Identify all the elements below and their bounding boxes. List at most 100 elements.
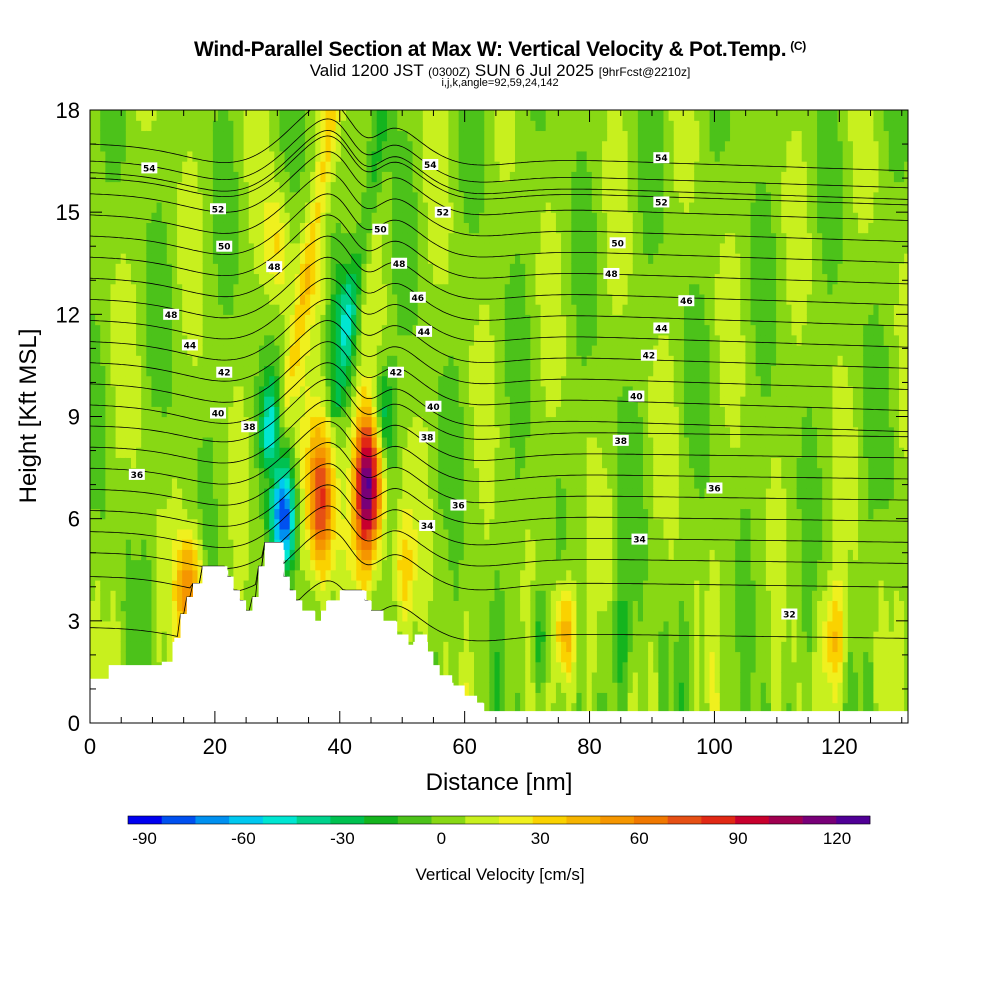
- velocity-cell: [525, 447, 531, 458]
- velocity-cell: [561, 416, 567, 428]
- velocity-cell: [520, 651, 526, 663]
- velocity-cell: [407, 242, 414, 254]
- velocity-cell: [95, 232, 101, 244]
- velocity-cell: [120, 508, 127, 520]
- velocity-cell: [504, 559, 511, 571]
- velocity-cell: [207, 375, 214, 387]
- velocity-cell: [320, 171, 327, 183]
- velocity-cell: [228, 253, 234, 264]
- velocity-cell: [228, 191, 234, 203]
- velocity-cell: [320, 508, 327, 520]
- velocity-cell: [499, 140, 506, 152]
- velocity-cell: [294, 569, 301, 581]
- velocity-cell: [499, 426, 506, 438]
- velocity-cell: [90, 600, 96, 612]
- velocity-cell: [90, 477, 96, 489]
- velocity-cell: [289, 579, 296, 591]
- velocity-cell: [202, 539, 209, 550]
- velocity-cell: [458, 528, 465, 540]
- velocity-cell: [330, 508, 337, 520]
- velocity-cell: [504, 467, 511, 479]
- velocity-cell: [438, 181, 444, 193]
- velocity-cell: [294, 436, 301, 448]
- velocity-cell: [197, 396, 204, 407]
- velocity-cell: [468, 385, 475, 397]
- velocity-cell: [248, 467, 255, 479]
- velocity-cell: [566, 467, 572, 479]
- velocity-cell: [412, 120, 419, 132]
- velocity-cell: [494, 181, 501, 193]
- velocity-cell: [330, 283, 337, 295]
- velocity-cell: [392, 150, 398, 162]
- velocity-cell: [284, 273, 291, 285]
- velocity-cell: [571, 569, 578, 581]
- velocity-cell: [561, 283, 567, 295]
- velocity-cell: [146, 549, 153, 561]
- velocity-cell: [253, 161, 260, 172]
- velocity-cell: [525, 488, 531, 499]
- velocity-cell: [130, 201, 137, 213]
- velocity-cell: [146, 110, 153, 121]
- velocity-cell: [258, 171, 265, 183]
- velocity-cell: [90, 314, 96, 326]
- velocity-cell: [392, 508, 398, 520]
- velocity-cell: [202, 222, 209, 234]
- velocity-cell: [571, 620, 578, 632]
- velocity-cell: [371, 253, 378, 264]
- velocity-cell: [151, 549, 158, 561]
- velocity-cell: [330, 436, 337, 448]
- velocity-cell: [555, 191, 562, 203]
- velocity-cell: [366, 140, 373, 152]
- velocity-cell: [335, 590, 342, 601]
- velocity-cell: [340, 232, 347, 244]
- velocity-cell: [474, 355, 480, 367]
- velocity-cell: [105, 549, 112, 561]
- velocity-cell: [468, 559, 475, 571]
- velocity-cell: [264, 426, 270, 438]
- velocity-cell: [228, 344, 234, 356]
- velocity-cell: [202, 242, 209, 254]
- velocity-cell: [474, 426, 480, 438]
- velocity-cell: [381, 253, 388, 264]
- velocity-cell: [320, 406, 327, 418]
- velocity-cell: [458, 385, 465, 397]
- velocity-cell: [530, 600, 537, 612]
- velocity-cell: [520, 518, 526, 530]
- velocity-cell: [95, 263, 101, 275]
- velocity-cell: [346, 304, 352, 315]
- velocity-cell: [530, 467, 537, 479]
- velocity-cell: [310, 293, 316, 305]
- velocity-cell: [484, 641, 490, 653]
- velocity-cell: [212, 181, 219, 193]
- velocity-cell: [525, 579, 531, 591]
- velocity-cell: [566, 651, 572, 663]
- velocity-cell: [100, 344, 106, 356]
- velocity-cell: [166, 590, 173, 601]
- velocity-cell: [335, 334, 342, 346]
- velocity-cell: [566, 682, 572, 693]
- velocity-cell: [376, 559, 383, 571]
- velocity-cell: [202, 559, 209, 571]
- velocity-cell: [422, 344, 429, 356]
- velocity-cell: [571, 539, 578, 550]
- velocity-cell: [182, 293, 188, 305]
- velocity-cell: [514, 365, 521, 377]
- velocity-cell: [525, 559, 531, 571]
- velocity-cell: [535, 488, 542, 499]
- velocity-cell: [576, 692, 583, 704]
- velocity-cell: [397, 283, 403, 295]
- velocity-cell: [443, 273, 450, 285]
- velocity-cell: [376, 140, 383, 152]
- velocity-cell: [494, 396, 501, 407]
- velocity-cell: [182, 212, 188, 223]
- velocity-cell: [110, 375, 117, 387]
- velocity-cell: [571, 682, 578, 693]
- velocity-cell: [299, 447, 306, 458]
- velocity-cell: [130, 406, 137, 418]
- velocity-cell: [330, 150, 337, 162]
- velocity-cell: [555, 120, 562, 132]
- velocity-cell: [141, 600, 147, 612]
- velocity-cell: [192, 518, 199, 530]
- velocity-cell: [305, 242, 311, 254]
- velocity-cell: [468, 416, 475, 428]
